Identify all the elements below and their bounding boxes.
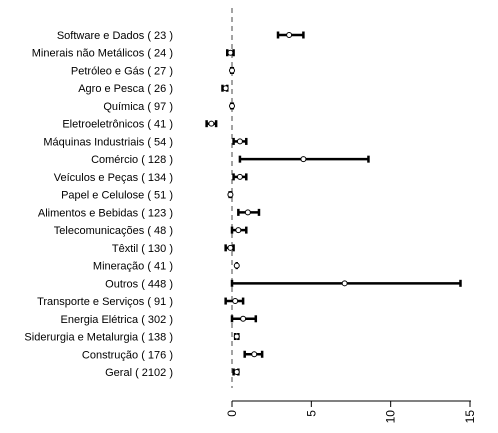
point-estimate (300, 156, 307, 163)
forest-row: Veículos e Peças ( 134 ) (54, 172, 248, 184)
category-label: Construção ( 176 ) (82, 349, 173, 361)
x-tick-label: 5 (304, 410, 318, 417)
forest-row: Papel e Celulose ( 51 ) (61, 190, 234, 202)
forest-row: Agro e Pesca ( 26 ) (78, 83, 229, 95)
point-estimate (251, 351, 258, 358)
forest-row: Química ( 97 ) (103, 101, 235, 113)
point-estimate (229, 67, 235, 74)
forest-row: Alimentos e Bebidas ( 123 ) (38, 207, 261, 219)
forest-row: Geral ( 2102 ) (105, 367, 240, 379)
point-estimate (222, 85, 229, 92)
forest-row: Software e Dados ( 23 ) (57, 30, 305, 42)
intervals-group: Software e Dados ( 23 ) Minerais não Metá… (24, 30, 462, 379)
category-label: Telecomunicações ( 48 ) (54, 225, 173, 237)
point-estimate (244, 209, 251, 216)
forest-row: Transporte e Serviços ( 91 ) (37, 296, 245, 308)
category-label: Papel e Celulose ( 51 ) (61, 190, 173, 202)
category-label: Transporte e Serviços ( 91 ) (37, 296, 173, 308)
category-label: Veículos e Peças ( 134 ) (54, 172, 173, 184)
point-estimate (233, 262, 240, 269)
point-estimate (227, 244, 234, 251)
category-label: Energia Elétrica ( 302 ) (61, 314, 174, 326)
x-tick-label: 15 (463, 410, 477, 424)
category-label: Petróleo e Gás ( 27 ) (71, 65, 173, 77)
point-estimate (227, 49, 234, 56)
forest-row: Eletroeletrônicos ( 41 ) (62, 119, 218, 131)
point-estimate (227, 191, 234, 198)
forest-row: Têxtil ( 130 ) (112, 243, 235, 255)
point-estimate (236, 173, 243, 180)
category-label: Química ( 97 ) (103, 101, 173, 113)
forest-row: Telecomunicações ( 48 ) (54, 225, 248, 237)
category-label: Geral ( 2102 ) (105, 367, 173, 379)
category-label: Têxtil ( 130 ) (112, 243, 173, 255)
point-estimate (235, 227, 242, 234)
point-estimate (233, 369, 240, 375)
point-estimate (232, 298, 239, 305)
x-tick-label: 0 (225, 410, 239, 417)
x-axis-ticks: 0 5 10 15 (225, 401, 477, 423)
category-label: Máquinas Industriais ( 54 ) (43, 136, 173, 148)
forest-row: Construção ( 176 ) (82, 349, 264, 361)
category-label: Comércio ( 128 ) (91, 154, 173, 166)
category-label: Siderurgia e Metalurgia ( 138 ) (24, 332, 173, 344)
point-estimate (208, 120, 215, 127)
point-estimate (240, 315, 247, 322)
forest-row: Mineração ( 41 ) (93, 261, 240, 273)
category-label: Software e Dados ( 23 ) (57, 30, 173, 42)
forest-row: Energia Elétrica ( 302 ) (61, 314, 258, 326)
category-label: Mineração ( 41 ) (93, 261, 173, 273)
point-estimate (236, 138, 243, 145)
forest-row: Máquinas Industriais ( 54 ) (43, 136, 248, 148)
forest-row: Outros ( 448 ) (105, 278, 462, 290)
category-label: Alimentos e Bebidas ( 123 ) (38, 207, 173, 219)
point-estimate (286, 32, 293, 38)
forest-row: Siderurgia e Metalurgia ( 138 ) (24, 332, 240, 344)
forest-row: Minerais não Metálicos ( 24 ) (32, 48, 235, 60)
forest-row: Comércio ( 128 ) (91, 154, 370, 166)
category-label: Minerais não Metálicos ( 24 ) (32, 48, 173, 60)
category-label: Eletroeletrônicos ( 41 ) (62, 119, 173, 131)
point-estimate (233, 333, 240, 340)
forest-row: Petróleo e Gás ( 27 ) (71, 65, 235, 77)
category-label: Agro e Pesca ( 26 ) (78, 83, 173, 95)
x-tick-label: 10 (384, 410, 398, 424)
category-label: Outros ( 448 ) (105, 278, 173, 290)
point-estimate (341, 280, 348, 287)
point-estimate (229, 102, 235, 109)
